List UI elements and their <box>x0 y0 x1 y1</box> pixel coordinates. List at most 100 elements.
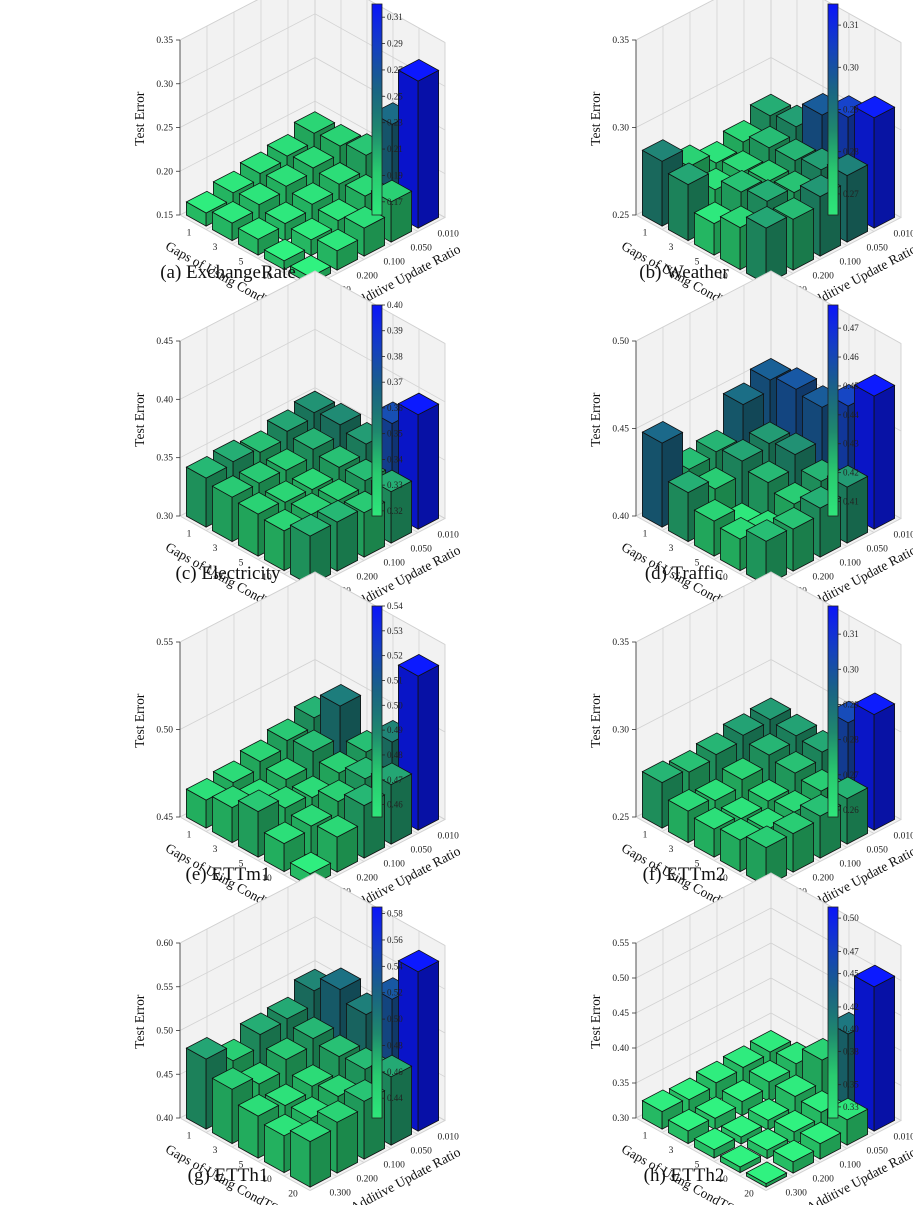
colorbar-tick-label: 0.31 <box>387 12 403 22</box>
x-tick-label: 1 <box>187 1131 192 1141</box>
bar-face-top <box>668 1077 711 1101</box>
bar-face-top <box>319 402 362 426</box>
bar-face-top <box>745 825 788 849</box>
bar-face-top <box>185 190 228 214</box>
z-tick-label: 0.40 <box>156 395 173 405</box>
bar-face-top <box>265 757 308 781</box>
z-tick-label: 0.40 <box>612 512 629 522</box>
bar-face-top <box>290 217 333 241</box>
bar <box>745 205 788 285</box>
bar-face-top <box>747 460 790 484</box>
colorbar: 0.27 0.28 0.29 0.30 0.31 <box>827 3 859 216</box>
z-axis-label: Test Error <box>132 91 147 146</box>
x-tick-label: 1 <box>643 529 648 539</box>
y-tick-label: 0.010 <box>438 531 460 541</box>
bar-face-top <box>667 162 710 186</box>
bar-face-top <box>318 162 361 185</box>
bar-face-front <box>667 172 689 242</box>
bar-face-top <box>319 967 362 991</box>
bar-face-top <box>397 58 440 82</box>
caption-ettm2: (f) ETTm2 <box>642 864 726 885</box>
y-tick-label: 0.050 <box>411 244 433 254</box>
bar-face-top <box>264 1083 307 1107</box>
colorbar-tick-label: 0.45 <box>843 381 859 391</box>
y-tick-label: 0.100 <box>384 1161 406 1171</box>
bar-face-front <box>641 431 663 528</box>
bar-face-top <box>693 498 736 522</box>
z-tick-label: 0.45 <box>612 1009 629 1019</box>
colorbar-tick-label: 0.30 <box>843 62 859 72</box>
caption-etth1: (g) ETTh1 <box>187 1165 269 1186</box>
bar-face-top <box>292 427 335 450</box>
bar-face-top <box>289 851 332 875</box>
y-tick-label: 0.010 <box>894 230 913 240</box>
y-tick-label: 0.010 <box>438 832 460 842</box>
y-tick-label: 0.100 <box>384 258 406 268</box>
bar-face-front <box>185 1047 207 1130</box>
z-tick-label: 0.50 <box>612 337 629 347</box>
bar-face-top <box>749 697 792 721</box>
bar-face-side <box>873 703 896 831</box>
colorbar-tick-label: 0.54 <box>387 961 403 971</box>
z-tick-label: 0.30 <box>612 726 629 736</box>
bar-face-top <box>746 1128 789 1151</box>
colorbar-gradient <box>371 605 383 818</box>
bar-face-top <box>319 123 362 147</box>
bar-face-top <box>291 1064 334 1087</box>
colorbar-tick-label: 0.48 <box>387 750 403 760</box>
x-tick-label: 20 <box>744 1189 754 1199</box>
x-tick-label: 5 <box>239 859 244 869</box>
x-tick-label: 5 <box>239 257 244 267</box>
z-tick-label: 0.30 <box>612 1114 629 1124</box>
bar-face-top <box>695 732 738 756</box>
colorbar-gradient <box>371 906 383 1119</box>
bar-face-top <box>289 254 332 278</box>
bar-face-top <box>292 729 335 753</box>
z-tick-label: 0.25 <box>156 124 173 134</box>
bar-face-side <box>417 69 440 229</box>
colorbar: 0.17 0.19 0.21 0.23 0.25 0.27 0.29 0.31 <box>371 3 403 216</box>
bar-face-top <box>853 964 896 988</box>
bar-face-side <box>846 164 869 243</box>
bar-face-top <box>799 1121 842 1145</box>
bar-face-top <box>319 683 362 707</box>
colorbar-tick-label: 0.50 <box>387 700 403 710</box>
bar-face-top <box>667 788 710 812</box>
colorbar-tick-label: 0.27 <box>843 189 859 199</box>
bar-face-top <box>316 499 359 523</box>
colorbar-gradient <box>371 3 383 216</box>
bar <box>772 1139 815 1174</box>
bar-face-top <box>749 93 792 117</box>
y-tick-label: 0.010 <box>894 1133 913 1143</box>
colorbar-tick-label: 0.47 <box>843 946 859 956</box>
colorbar-tick-label: 0.49 <box>387 725 403 735</box>
colorbar-tick-label: 0.46 <box>387 1067 403 1077</box>
bar <box>694 1096 737 1131</box>
colorbar-tick-label: 0.54 <box>387 601 403 611</box>
z-tick-label: 0.30 <box>156 512 173 522</box>
colorbar-tick-label: 0.37 <box>387 377 403 387</box>
bar-face-top <box>289 513 332 537</box>
y-tick-label: 0.200 <box>813 874 835 884</box>
colorbar-tick-label: 0.42 <box>843 468 859 478</box>
bar <box>667 1108 710 1145</box>
z-tick-label: 0.40 <box>156 1114 173 1124</box>
colorbar-gradient <box>827 906 839 1119</box>
bar-face-top <box>722 1045 765 1068</box>
bars <box>185 653 440 887</box>
colorbar-tick-label: 0.36 <box>387 403 403 413</box>
colorbar-tick-label: 0.19 <box>387 170 403 180</box>
bar-face-top <box>721 757 764 781</box>
bar <box>316 228 359 271</box>
bar <box>695 1060 738 1102</box>
bar-face-top <box>316 814 359 838</box>
bar-face-top <box>668 749 711 773</box>
bar-face-side <box>417 664 440 831</box>
